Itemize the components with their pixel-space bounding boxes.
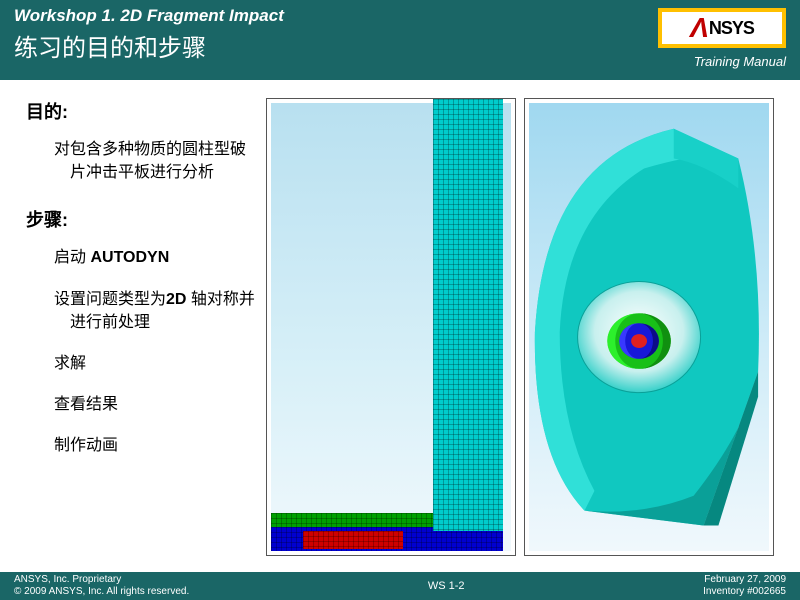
step-text: 设置问题类型为 (54, 291, 166, 308)
step-text: 启动 (54, 249, 90, 266)
training-manual-label: Training Manual (694, 54, 786, 69)
step-text: 查看结果 (54, 396, 118, 413)
mesh-base-red (303, 531, 403, 549)
ansys-logo: ΛNSYS (658, 8, 786, 48)
scene-svg (525, 99, 773, 553)
step-bold: AUTODYN (90, 249, 169, 266)
core-red (631, 334, 647, 348)
step-item: 设置问题类型为2D 轴对称并进行前处理 (54, 288, 258, 334)
goal-label: 目的: (26, 98, 258, 124)
footer-proprietary: ANSYS, Inc. Proprietary (14, 574, 189, 586)
figure-2d-mesh (266, 98, 516, 556)
logo-text: NSYS (709, 18, 754, 39)
steps-label: 步骤: (26, 206, 258, 232)
step-text: 求解 (54, 355, 86, 372)
slide-body: 目的: 对包含多种物质的圆柱型破片冲击平板进行分析 步骤: 启动 AUTODYN… (0, 80, 800, 572)
slide-header: Workshop 1. 2D Fragment Impact 练习的目的和步骤 … (0, 0, 800, 80)
footer-copyright: © 2009 ANSYS, Inc. All rights reserved. (14, 586, 189, 598)
mesh-column (433, 99, 503, 531)
step-item: 查看结果 (54, 393, 258, 416)
footer-right: February 27, 2009 Inventory #002665 (703, 574, 786, 598)
step-bold: 2D (166, 291, 186, 308)
text-column: 目的: 对包含多种物质的圆柱型破片冲击平板进行分析 步骤: 启动 AUTODYN… (26, 98, 258, 572)
figures-column (258, 98, 786, 572)
step-item: 制作动画 (54, 434, 258, 457)
footer-inventory: Inventory #002665 (703, 586, 786, 598)
figure-3d-section (524, 98, 774, 556)
logo-lambda-icon: Λ (690, 12, 709, 44)
step-item: 求解 (54, 352, 258, 375)
goal-text: 对包含多种物质的圆柱型破片冲击平板进行分析 (54, 138, 258, 184)
step-item: 启动 AUTODYN (54, 246, 258, 269)
footer-date: February 27, 2009 (703, 574, 786, 586)
footer-left: ANSYS, Inc. Proprietary © 2009 ANSYS, In… (14, 574, 189, 598)
footer: ANSYS, Inc. Proprietary © 2009 ANSYS, In… (0, 572, 800, 600)
footer-center: WS 1-2 (189, 580, 703, 592)
step-text: 制作动画 (54, 437, 118, 454)
